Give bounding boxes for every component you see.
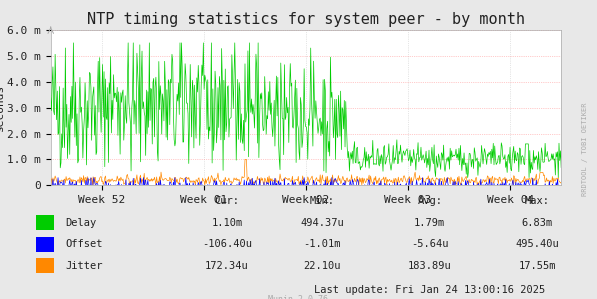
Text: 17.55m: 17.55m	[519, 261, 556, 271]
Text: -106.40u: -106.40u	[202, 239, 252, 249]
Text: 22.10u: 22.10u	[304, 261, 341, 271]
Text: 494.37u: 494.37u	[300, 218, 344, 228]
Text: Cur:: Cur:	[214, 196, 239, 206]
Text: Delay: Delay	[66, 218, 97, 228]
Text: Offset: Offset	[66, 239, 103, 249]
Bar	[36, 237, 54, 252]
Text: Jitter: Jitter	[66, 261, 103, 271]
Text: 172.34u: 172.34u	[205, 261, 249, 271]
Text: Munin 2.0.76: Munin 2.0.76	[269, 295, 328, 299]
Text: RRDTOOL / TOBI OETIKER: RRDTOOL / TOBI OETIKER	[582, 103, 588, 196]
Text: 1.79m: 1.79m	[414, 218, 445, 228]
Text: -5.64u: -5.64u	[411, 239, 448, 249]
Text: Max:: Max:	[525, 196, 550, 206]
Bar	[36, 258, 54, 273]
Text: 6.83m: 6.83m	[522, 218, 553, 228]
Bar	[36, 215, 54, 230]
Text: -1.01m: -1.01m	[304, 239, 341, 249]
Text: Avg:: Avg:	[417, 196, 442, 206]
Text: Last update: Fri Jan 24 13:00:16 2025: Last update: Fri Jan 24 13:00:16 2025	[314, 285, 546, 295]
Text: 183.89u: 183.89u	[408, 261, 452, 271]
Title: NTP timing statistics for system peer - by month: NTP timing statistics for system peer - …	[87, 12, 525, 27]
Y-axis label: seconds: seconds	[0, 84, 5, 131]
Text: 1.10m: 1.10m	[211, 218, 242, 228]
Text: Min:: Min:	[310, 196, 335, 206]
Text: 495.40u: 495.40u	[515, 239, 559, 249]
